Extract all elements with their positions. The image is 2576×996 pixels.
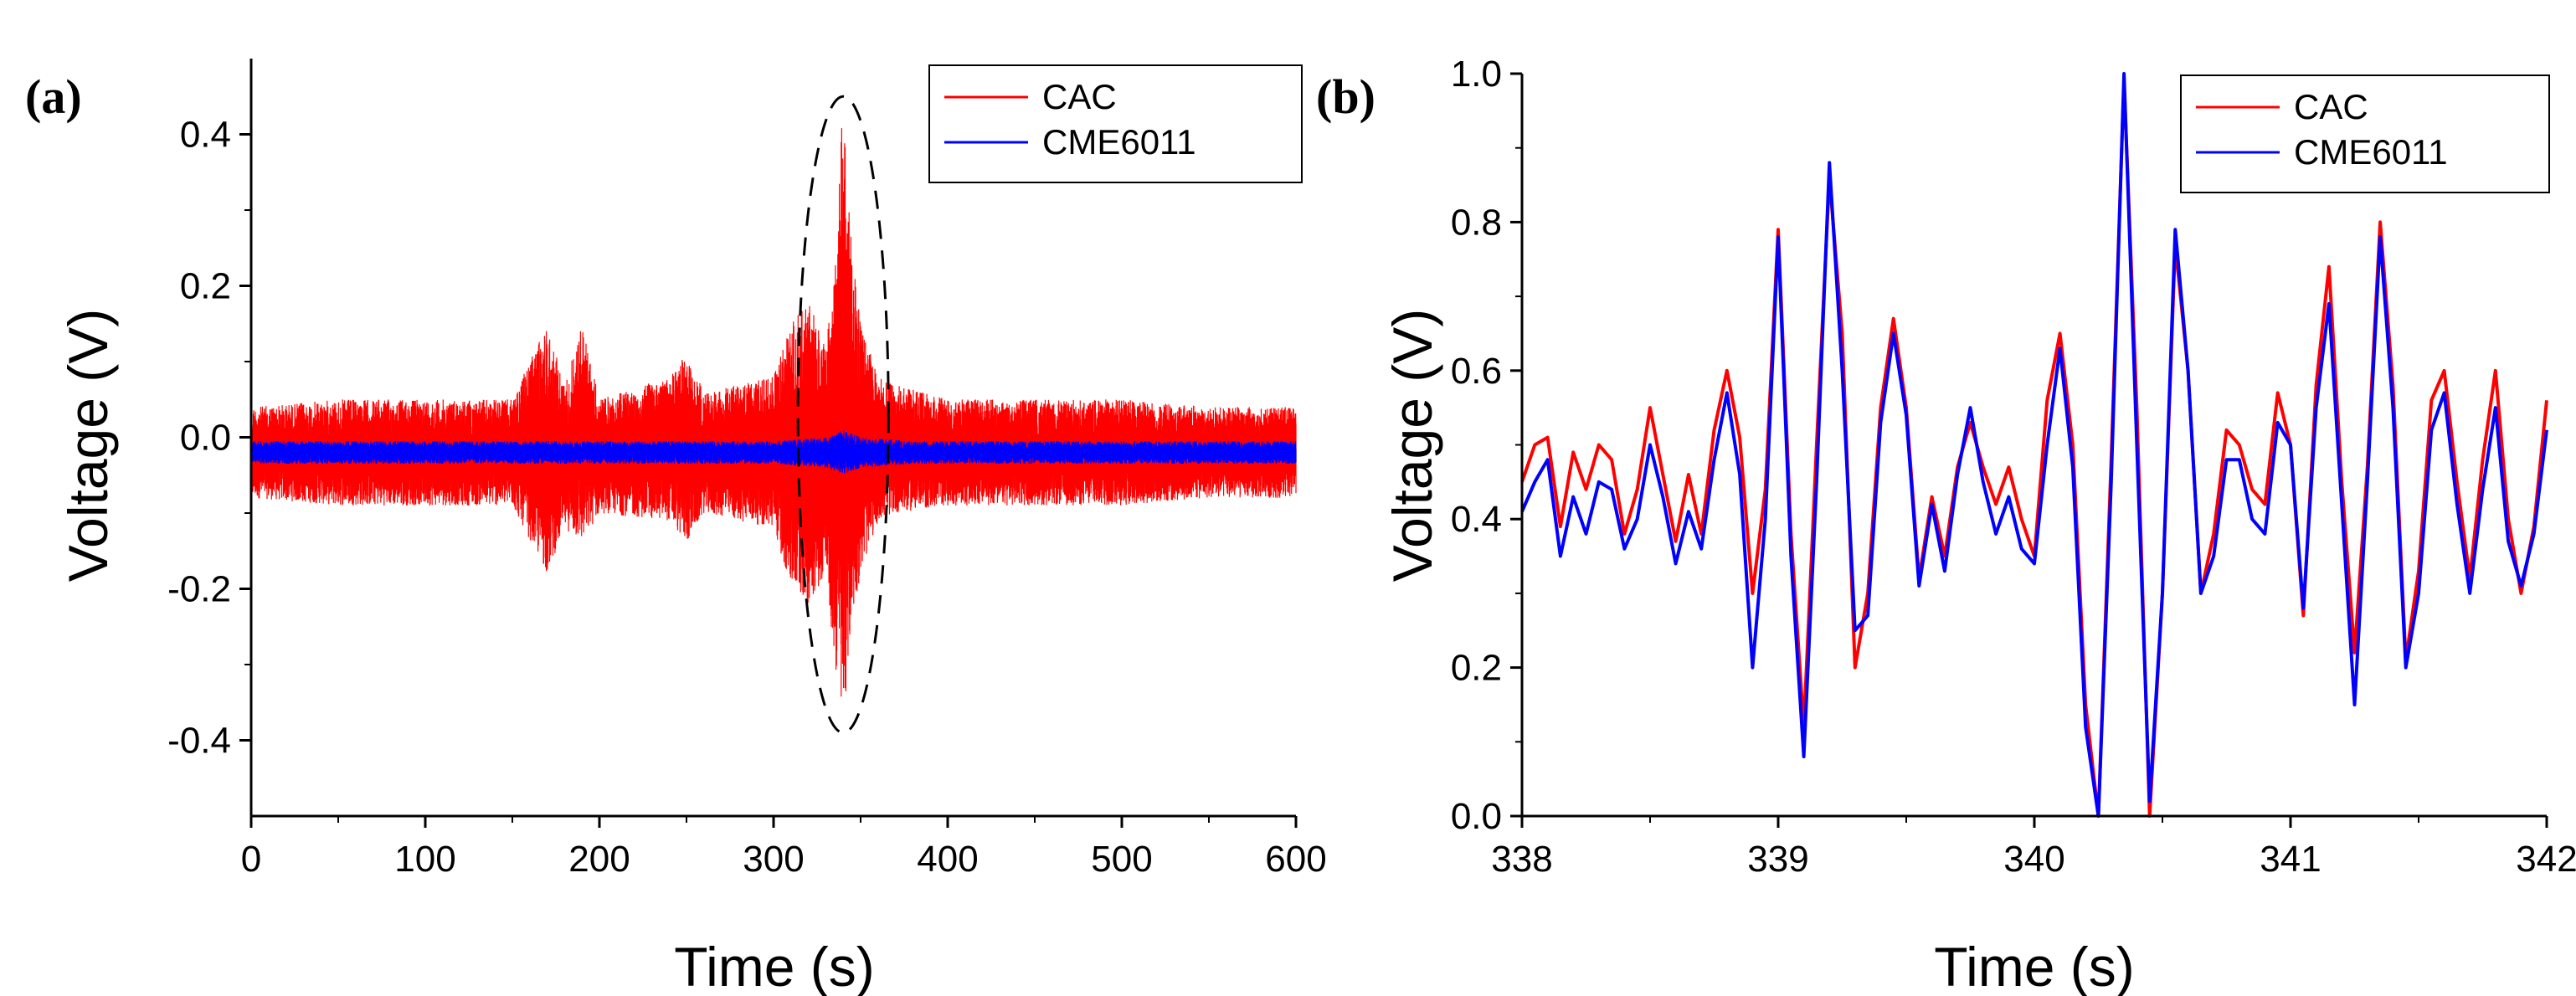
panel-b: (b) 338 339 340 341 342 0.0 0.2 0.4 0.6 0.8 1.0 Ti… [1316,54,2576,996]
panel-a-y-tick-label: 0.4 [180,115,231,156]
panel-a-y-tick-label: 0.0 [180,418,231,459]
panel-a-highlight-ellipse [796,95,890,734]
panel-a-legend-label: CME6011 [1042,122,1196,162]
series-line-cme6011 [1520,72,2548,818]
panel-b-axes: 338 339 340 341 342 0.0 0.2 0.4 0.6 0.8 1.0 [1451,54,2576,880]
panel-a-x-tick-label: 100 [394,839,455,880]
panel-b-y-tick-label: 0.4 [1451,499,1502,540]
panel-a-x-tick-label: 600 [1265,839,1326,880]
panel-a-x-tick-label: 0 [241,839,261,880]
panel-b-legend: CAC CME6011 [2180,74,2550,193]
panel-b-y-tick-label: 0.2 [1451,648,1502,689]
panel-b-legend-label: CAC [2294,87,2368,126]
panel-a-axes: 0 100 200 300 400 500 600 -0.4 -0.2 0.0 0.2 0.4 [167,59,1327,880]
panel-b-x-tick-label: 342 [2516,839,2576,880]
panel-a-y-tick-label: 0.2 [180,266,231,307]
panel-a-y-tick-label: -0.4 [167,721,231,762]
panel-a-y-axis-title: Voltage (V) [57,309,119,583]
panel-b-x-tick-label: 340 [2003,839,2064,880]
panel-a-x-tick-label: 200 [568,839,630,880]
panel-a-legend-label: CAC [1042,77,1117,116]
panel-b-x-axis-title: Time (s) [1934,936,2135,996]
panel-a-plot-area [250,95,1297,734]
panel-b-y-tick-label: 0.0 [1451,796,1502,837]
panel-b-legend-label: CME6011 [2294,132,2448,172]
panel-b-y-axis-title: Voltage (V) [1381,309,1443,583]
panel-b-y-tick-label: 0.6 [1451,351,1502,392]
panel-b-x-tick-label: 338 [1491,839,1552,880]
panel-label-a: (a) [25,69,82,124]
panel-b-y-tick-label: 1.0 [1451,54,1502,95]
panel-b-x-tick-label: 339 [1747,839,1808,880]
panel-a-legend: CAC CME6011 [928,64,1303,183]
panel-a-x-tick-label: 300 [743,839,804,880]
series-line-cac [250,128,1297,697]
panel-a-y-tick-label: -0.2 [167,569,231,610]
panel-b-x-tick-label: 341 [2260,839,2321,880]
panel-a: (a) 0 100 200 300 400 500 600 -0.4 -0.2 0.0 0.2 0.4… [25,59,1327,996]
panel-b-legend-box [2180,74,2550,193]
panel-a-x-axis-title: Time (s) [674,936,875,996]
series-line-cme6011 [250,429,1297,474]
panel-a-x-tick-label: 400 [917,839,978,880]
panel-a-x-tick-label: 500 [1091,839,1152,880]
panel-label-b: (b) [1316,69,1375,124]
panel-a-legend-box [928,64,1303,183]
panel-b-plot-area [1520,72,2548,818]
panel-b-y-tick-label: 0.8 [1451,202,1502,243]
